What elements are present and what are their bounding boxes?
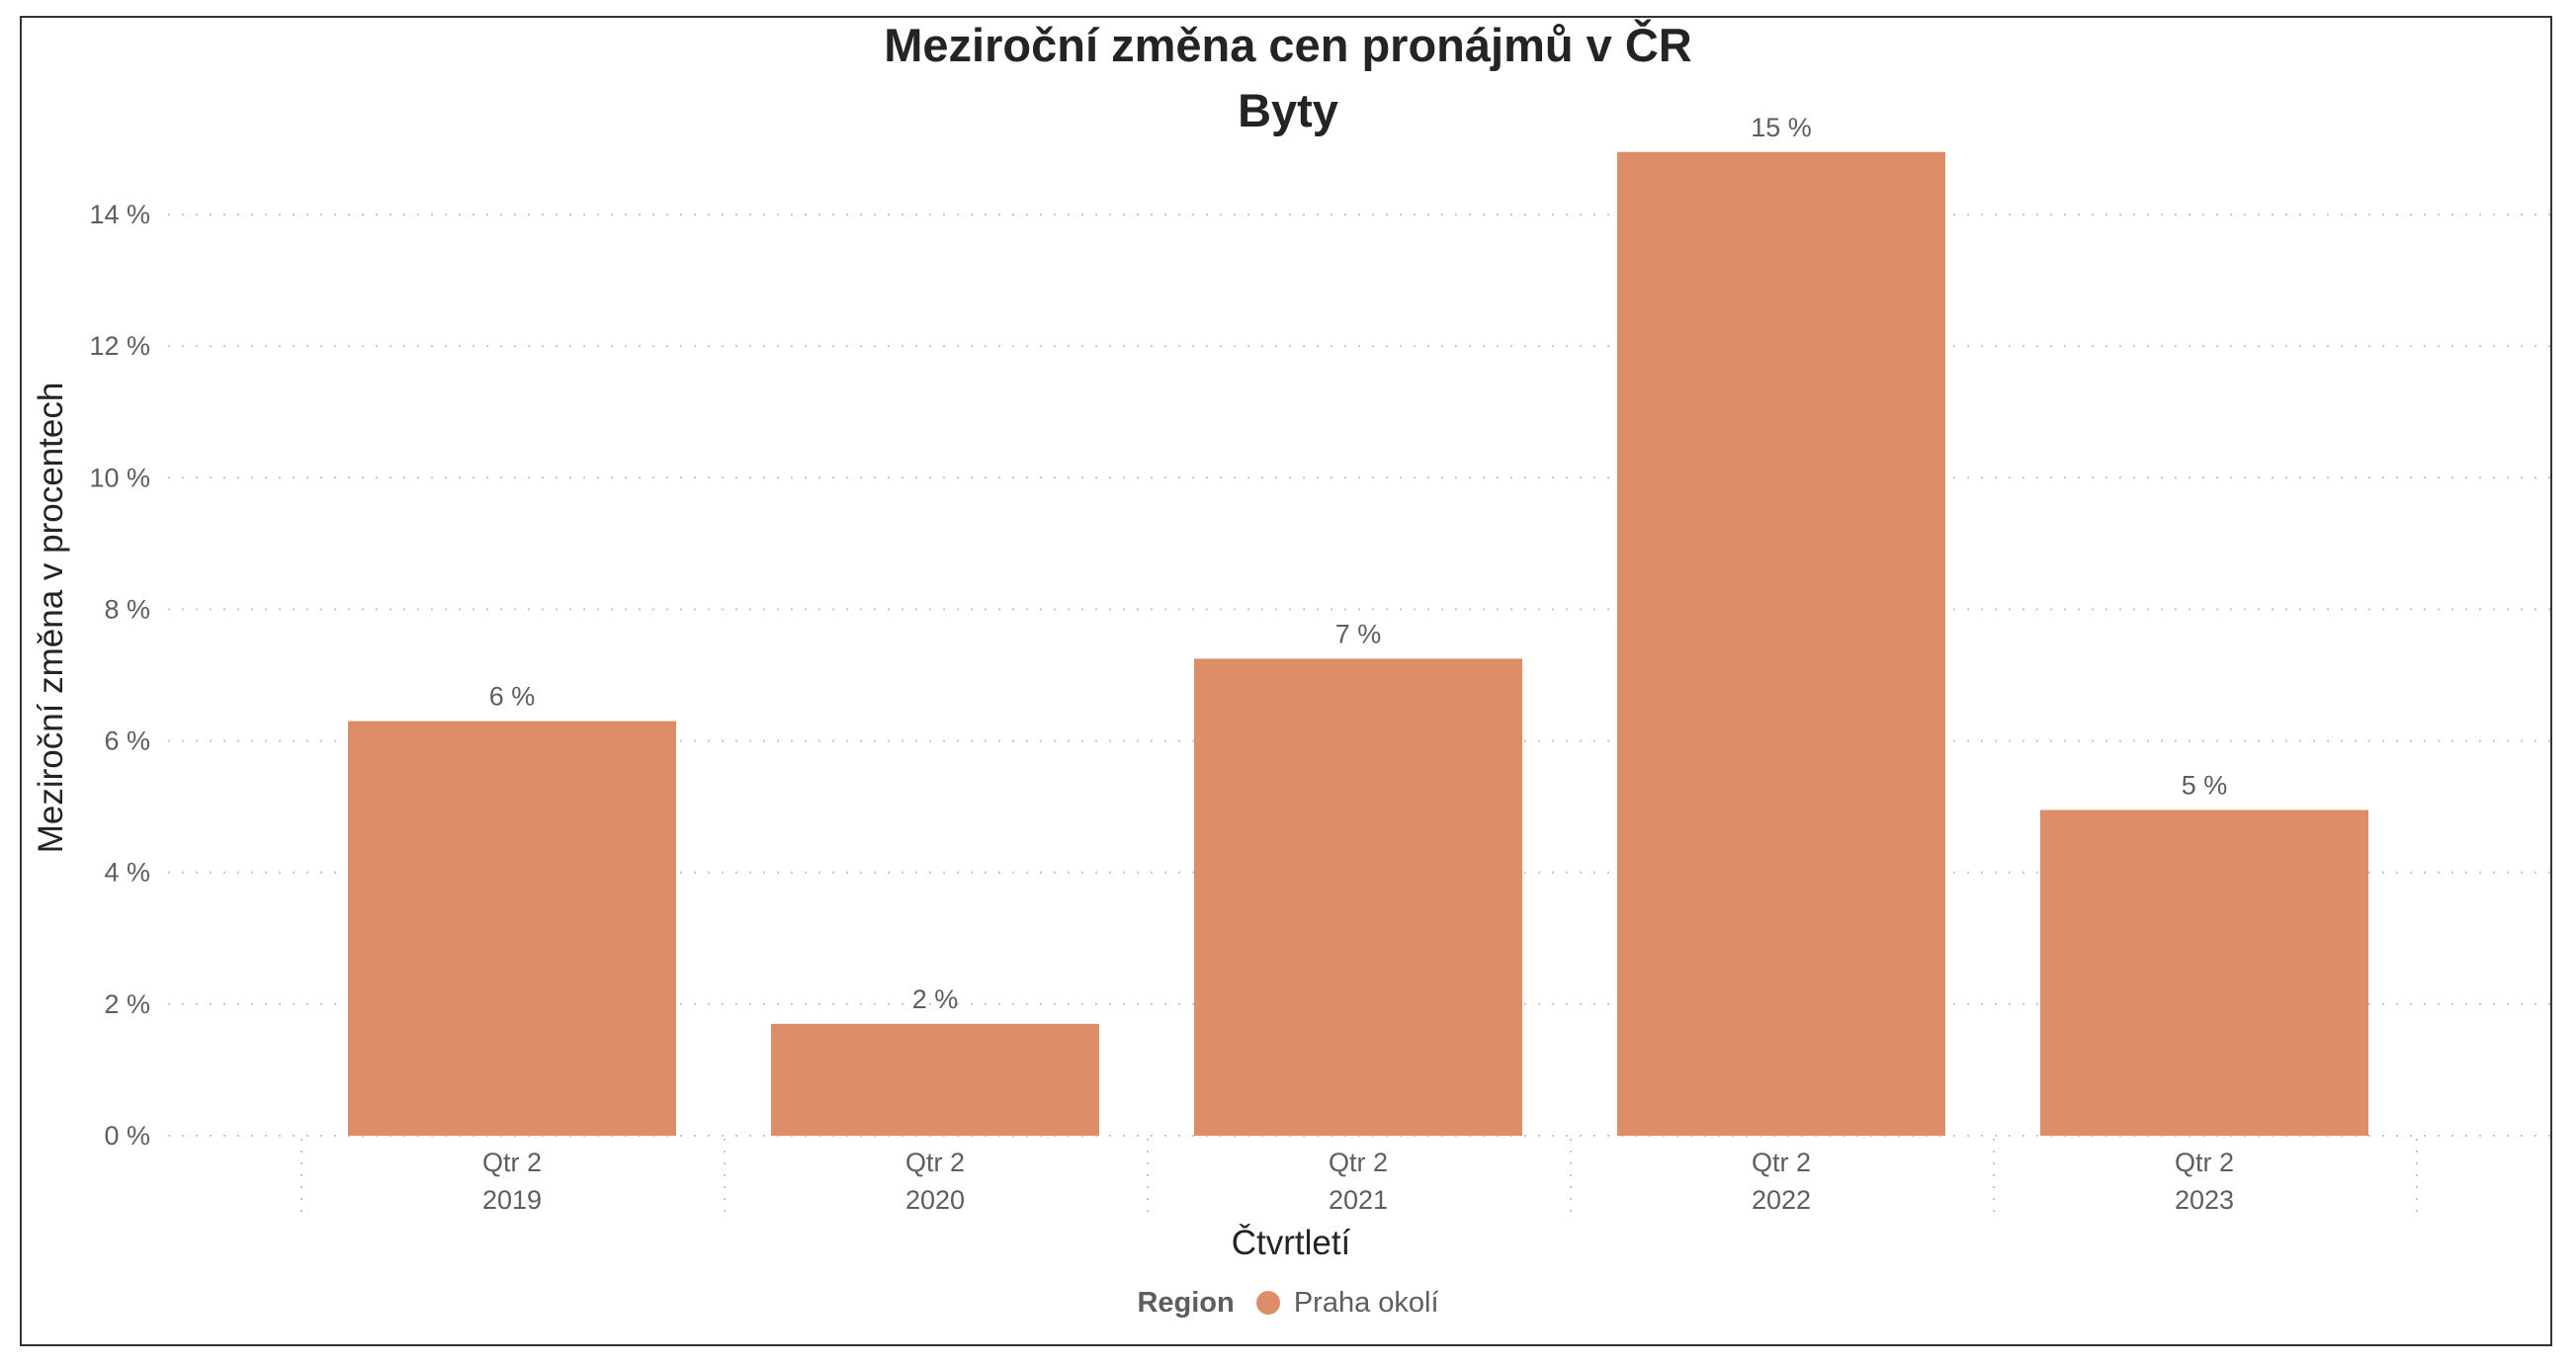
y-tick-label: 2 % [104,989,150,1019]
chart-subtitle: Byty [1238,84,1338,136]
y-tick-label: 0 % [104,1121,150,1151]
y-tick-label: 14 % [89,200,150,229]
data-label: 15 % [1751,113,1812,142]
x-tick-quarter-label: Qtr 2 [482,1148,542,1177]
legend-swatch-icon [1255,1291,1280,1315]
data-label: 7 % [1335,619,1382,648]
x-tick-year-label: 2019 [482,1185,542,1215]
data-label: 5 % [2182,770,2228,800]
x-tick-year-label: 2022 [1752,1185,1811,1215]
legend: Region Praha okolí [0,1287,2576,1320]
y-tick-label: 6 % [104,727,150,756]
bar [348,721,676,1136]
x-tick-quarter-label: Qtr 2 [905,1148,965,1177]
y-tick-label: 8 % [104,594,150,624]
bar [1194,658,1522,1136]
x-axis-title: Čtvrtletí [1231,1224,1351,1262]
bar [1617,151,1945,1136]
x-tick-year-label: 2020 [905,1185,965,1215]
y-tick-label: 4 % [104,858,150,888]
x-tick-year-label: 2023 [2175,1185,2234,1215]
x-tick-year-label: 2021 [1329,1185,1388,1215]
data-label: 6 % [489,682,536,712]
x-tick-quarter-label: Qtr 2 [1752,1148,1811,1177]
chart-title: Meziroční změna cen pronájmů v ČR [884,19,1692,71]
data-label: 2 % [912,984,959,1014]
legend-title: Region [1137,1287,1235,1319]
bar [771,1023,1099,1136]
y-tick-label: 10 % [89,463,150,492]
bar [2040,810,2368,1136]
legend-item-label[interactable]: Praha okolí [1293,1287,1439,1319]
x-tick-quarter-label: Qtr 2 [2175,1148,2234,1177]
x-tick-quarter-label: Qtr 2 [1329,1148,1388,1177]
y-axis-title: Meziroční změna v procentech [32,382,70,854]
y-tick-label: 12 % [89,331,150,361]
